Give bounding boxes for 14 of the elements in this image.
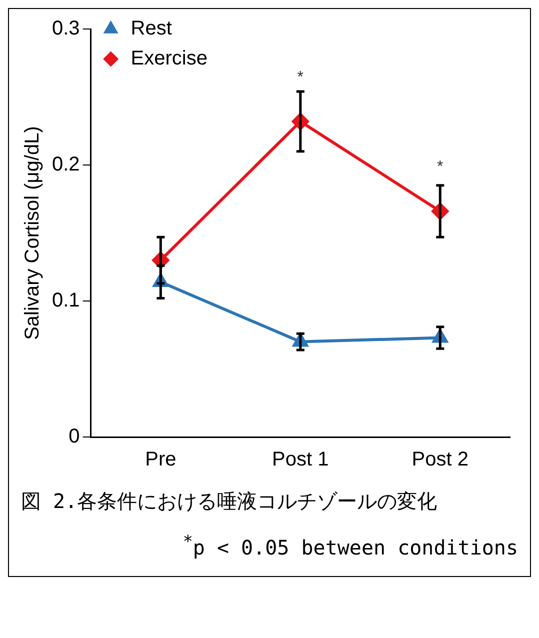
- annotation: *: [297, 68, 304, 86]
- annotation: *: [437, 158, 444, 176]
- y-tick-label: 0: [68, 426, 80, 448]
- legend-label: Exercise: [130, 48, 208, 70]
- y-tick-label: 0.2: [52, 154, 80, 176]
- x-tick-label: Pre: [145, 448, 176, 471]
- caption: 図 2.各条件における唾液コルチゾールの変化: [20, 488, 438, 515]
- y-tick-label: 0.3: [52, 18, 80, 40]
- x-tick-label: Post 2: [412, 448, 468, 471]
- y-axis-title: Salivary Cortisol (μg/dL): [22, 126, 44, 340]
- text: $^{*}$p < 0.05 between conditions: [182, 531, 519, 562]
- legend-label: Rest: [130, 18, 172, 40]
- y-tick-label: 0.1: [52, 290, 80, 312]
- x-tick-label: Post 1: [272, 448, 329, 471]
